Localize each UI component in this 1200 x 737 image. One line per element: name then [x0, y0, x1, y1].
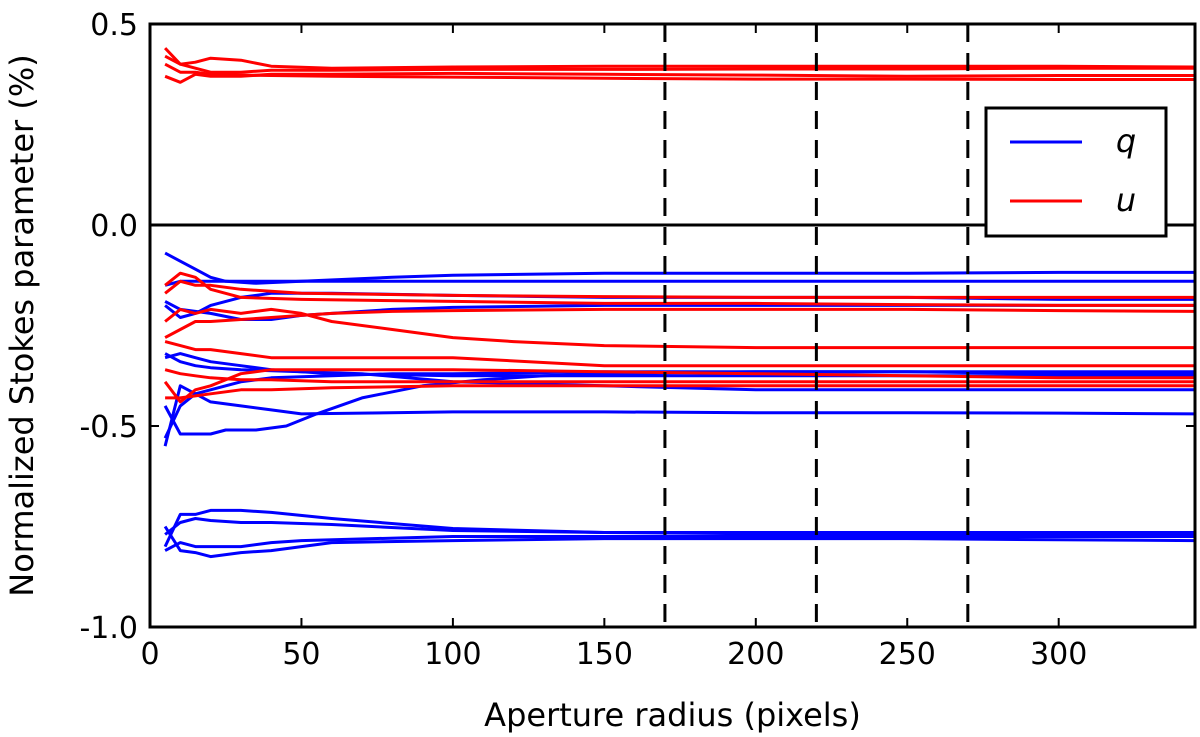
series-line-q-24	[163, 525, 1196, 559]
series-line-u-18	[163, 368, 1195, 404]
data-lines	[163, 47, 1196, 559]
series-line-u-8	[164, 271, 1195, 307]
x-tick-label-100: 100	[424, 637, 481, 672]
y-tick-labels: 0.5 0.0 -0.5 -1.0	[79, 8, 138, 646]
x-tick-label-300: 300	[1030, 637, 1087, 672]
series-line-u-2	[164, 71, 1195, 84]
series-line-q-23	[164, 517, 1195, 536]
x-tick-label-50: 50	[282, 637, 320, 672]
dashed-vlines	[663, 24, 970, 627]
series-line-q-5	[164, 279, 1195, 287]
x-tick-label-0: 0	[140, 637, 159, 672]
series-line-u-0	[164, 47, 1195, 74]
series-line-u-9	[164, 279, 1195, 299]
y-tick-label-0: 0.5	[90, 8, 138, 43]
y-tick-label-3: -1.0	[79, 611, 138, 646]
series-line-q-14	[163, 370, 1195, 436]
legend: q u	[984, 106, 1168, 238]
series-line-u-10	[164, 307, 1195, 350]
legend-label-u: u	[1116, 181, 1136, 219]
series-line-q-15	[164, 352, 1195, 392]
legend-label-q: q	[1116, 122, 1136, 160]
plot-frame	[148, 22, 1197, 629]
x-tick-label-150: 150	[576, 637, 633, 672]
series-line-u-3	[164, 62, 1195, 81]
legend-box	[984, 106, 1168, 238]
x-axis-label: Aperture radius (pixels)	[484, 696, 861, 734]
series-line-q-16	[163, 384, 1196, 447]
y-tick-label-2: -0.5	[79, 410, 138, 445]
series-line-u-19	[164, 368, 1195, 384]
x-tick-labels: 0 50 100 150 200 250 300	[140, 637, 1087, 672]
x-tick-label-200: 200	[727, 637, 784, 672]
series-line-u-11	[164, 307, 1196, 339]
series-line-u-1	[164, 54, 1196, 70]
series-line-q-21	[164, 535, 1195, 552]
x-tick-label-250: 250	[879, 637, 936, 672]
series-line-q-4	[164, 251, 1195, 285]
series-line-u-17	[164, 340, 1195, 368]
y-axis-label: Normalized Stokes parameter (%)	[3, 54, 41, 596]
y-tick-label-1: 0.0	[90, 209, 138, 244]
series-line-u-20	[165, 384, 1195, 400]
